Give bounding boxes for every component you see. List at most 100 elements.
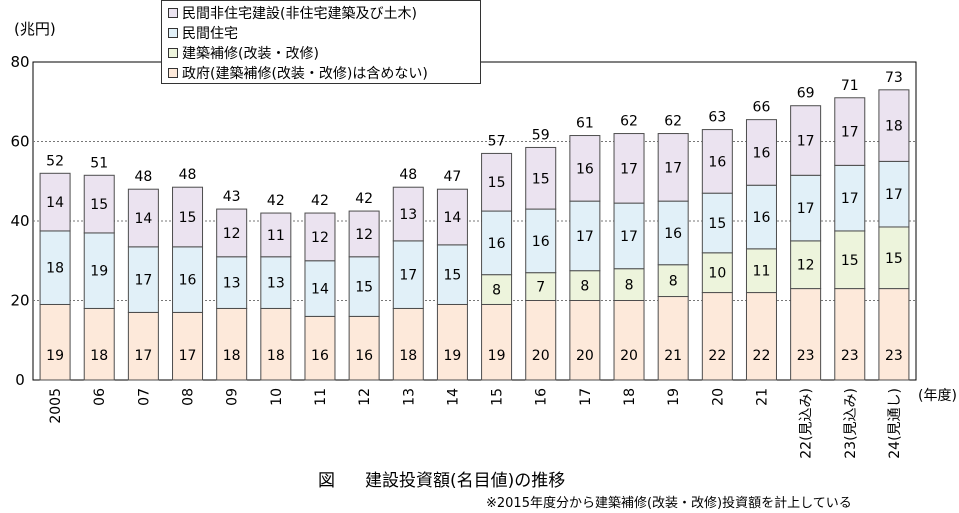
bar-segment bbox=[834, 288, 866, 381]
data-label: 12 bbox=[223, 226, 241, 242]
total-label: 48 bbox=[179, 167, 197, 183]
total-label: 43 bbox=[223, 189, 241, 205]
bar-segment bbox=[83, 174, 115, 234]
x-tick-label: 23(見込み) bbox=[843, 388, 859, 459]
bar-segment bbox=[834, 164, 866, 232]
bar-segment bbox=[172, 311, 204, 381]
bar-segment bbox=[613, 202, 645, 270]
bar-segment bbox=[127, 188, 159, 248]
y-tick-label: 0 bbox=[15, 371, 25, 389]
x-tick-label: 24(見通し) bbox=[887, 388, 903, 459]
bar-segment bbox=[745, 119, 777, 186]
x-tick-label: 10 bbox=[269, 388, 285, 406]
legend-label: 建築補修(改装・改修) bbox=[182, 46, 319, 62]
total-label: 57 bbox=[488, 133, 506, 149]
bar-segment bbox=[878, 160, 910, 228]
bar-segment bbox=[790, 174, 822, 242]
bar-segment bbox=[260, 307, 292, 381]
data-label: 23 bbox=[885, 348, 903, 364]
x-tick-label: 09 bbox=[225, 388, 241, 406]
total-label: 62 bbox=[664, 114, 682, 130]
total-label: 48 bbox=[134, 169, 152, 185]
bar-segment bbox=[260, 256, 292, 309]
data-label: 17 bbox=[841, 191, 859, 207]
x-tick-label: 06 bbox=[92, 388, 108, 406]
data-label: 22 bbox=[708, 348, 726, 364]
data-label: 19 bbox=[488, 348, 506, 364]
bar-segment bbox=[701, 252, 733, 294]
y-tick-label: 40 bbox=[10, 212, 29, 230]
data-label: 15 bbox=[532, 171, 550, 187]
legend-label: 政府(建築補修(改装・改修)は含めない) bbox=[182, 66, 428, 82]
x-tick-label: 2005 bbox=[48, 388, 64, 424]
legend-item-private-residential: 民間住宅 bbox=[168, 23, 480, 43]
bar-segment bbox=[216, 307, 248, 381]
data-label: 17 bbox=[620, 161, 638, 177]
bar-segment bbox=[657, 264, 689, 298]
x-tick-label: 20 bbox=[710, 388, 726, 406]
total-label: 52 bbox=[46, 153, 64, 169]
data-label: 16 bbox=[664, 226, 682, 242]
caption-title: 建設投資額(名目値)の推移 bbox=[365, 471, 566, 491]
bar-segment bbox=[216, 208, 248, 258]
data-label: 12 bbox=[797, 258, 815, 274]
legend-item-renovation: 建築補修(改装・改修) bbox=[168, 43, 480, 63]
data-label: 15 bbox=[90, 197, 108, 213]
x-tick-label: 15 bbox=[490, 388, 506, 406]
data-label: 20 bbox=[620, 348, 638, 364]
x-tick-label: 12 bbox=[357, 388, 373, 406]
bar-segment bbox=[657, 200, 689, 266]
data-label: 12 bbox=[311, 230, 329, 246]
bar-segment bbox=[790, 240, 822, 290]
figure-caption: 図 建設投資額(名目値)の推移 bbox=[318, 466, 565, 491]
x-tick-label: 16 bbox=[534, 388, 550, 406]
bar-segment bbox=[657, 133, 689, 202]
data-label: 10 bbox=[708, 266, 726, 282]
bar-segment bbox=[569, 135, 601, 202]
total-label: 61 bbox=[576, 116, 594, 132]
bar-segment bbox=[745, 248, 777, 294]
x-tick-label: 19 bbox=[666, 388, 682, 406]
total-label: 63 bbox=[708, 110, 726, 126]
total-label: 66 bbox=[753, 100, 771, 116]
data-label: 20 bbox=[576, 348, 594, 364]
legend-swatch bbox=[168, 68, 178, 78]
bar-segment bbox=[701, 129, 733, 194]
total-label: 48 bbox=[399, 167, 417, 183]
legend-item-government: 政府(建築補修(改装・改修)は含めない) bbox=[168, 63, 480, 83]
data-label: 18 bbox=[885, 119, 903, 135]
data-label: 17 bbox=[134, 273, 152, 289]
y-axis-unit-label: (兆円) bbox=[14, 20, 56, 38]
data-label: 8 bbox=[580, 279, 589, 295]
data-label: 15 bbox=[708, 216, 726, 232]
x-tick-label: 07 bbox=[136, 388, 152, 406]
x-tick-label: 14 bbox=[445, 388, 461, 406]
total-label: 42 bbox=[355, 191, 373, 207]
legend-swatch bbox=[168, 8, 178, 18]
bar-segment bbox=[569, 270, 601, 301]
bar-segment bbox=[392, 307, 424, 381]
data-label: 16 bbox=[532, 234, 550, 250]
total-label: 73 bbox=[885, 70, 903, 86]
data-label: 14 bbox=[134, 211, 152, 227]
bar-segment bbox=[436, 244, 468, 305]
x-tick-label: 08 bbox=[181, 388, 197, 406]
data-label: 16 bbox=[753, 145, 771, 161]
bar-segment bbox=[525, 208, 557, 274]
bar-segment bbox=[39, 172, 71, 232]
x-tick-label: 22(見込み) bbox=[799, 388, 815, 459]
x-tick-label: 17 bbox=[578, 388, 594, 406]
total-label: 42 bbox=[267, 193, 285, 209]
data-label: 15 bbox=[885, 251, 903, 267]
data-label: 17 bbox=[664, 160, 682, 176]
bar-segment bbox=[481, 152, 513, 212]
data-label: 16 bbox=[355, 348, 373, 364]
x-tick-label: 13 bbox=[401, 388, 417, 406]
data-label: 15 bbox=[488, 175, 506, 191]
data-label: 8 bbox=[625, 278, 634, 294]
x-tick-label: 21 bbox=[754, 388, 770, 406]
data-label: 19 bbox=[46, 348, 64, 364]
data-label: 14 bbox=[444, 210, 462, 226]
data-label: 14 bbox=[311, 282, 329, 298]
